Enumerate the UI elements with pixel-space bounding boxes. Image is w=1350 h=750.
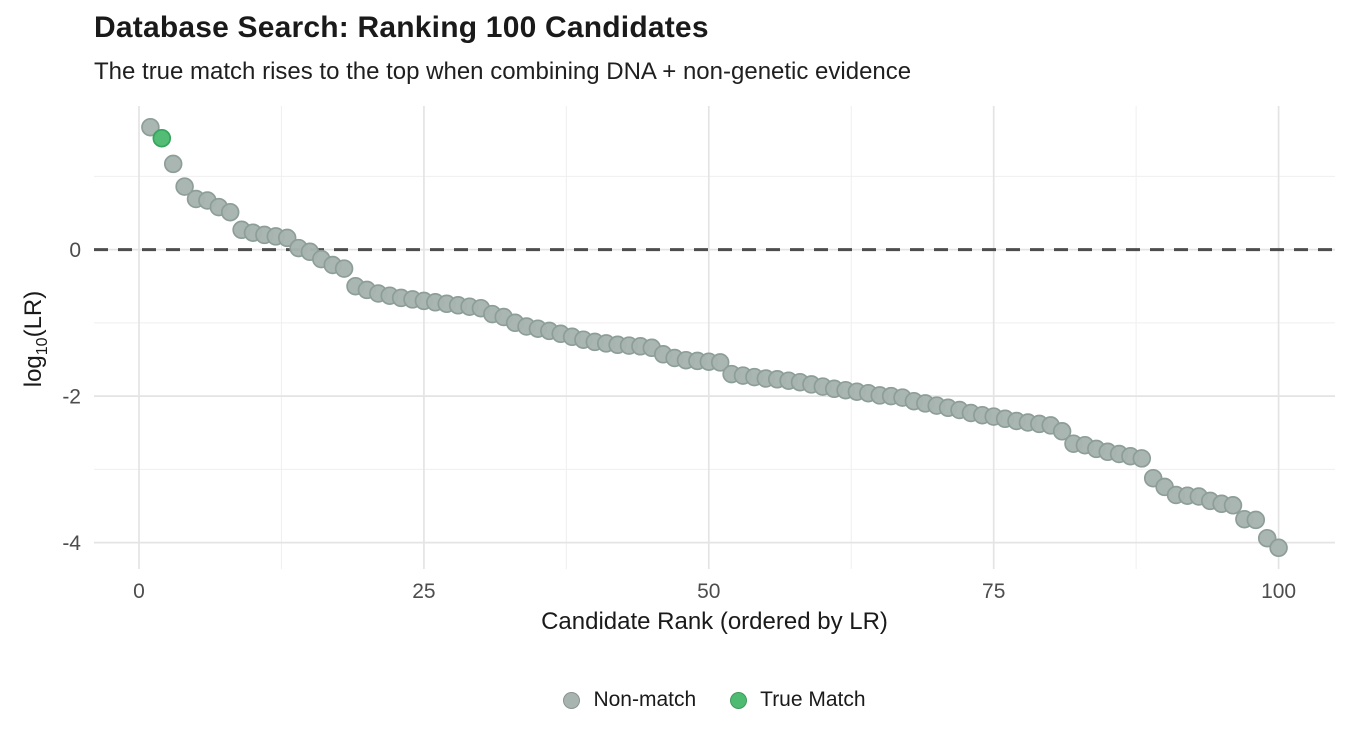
- y-tick-label: 0: [69, 239, 81, 262]
- x-tick-label: 25: [412, 580, 435, 603]
- data-point: [710, 353, 730, 372]
- non-match-swatch-icon: [563, 691, 581, 709]
- x-tick-label: 100: [1261, 580, 1296, 603]
- true-match-swatch-icon: [730, 691, 748, 709]
- legend-label-true-match: True Match: [760, 688, 866, 711]
- data-point: [141, 117, 160, 137]
- legend: Non-match True Match: [94, 688, 1335, 712]
- x-axis-title: Candidate Rank (ordered by LR): [541, 608, 888, 635]
- data-point: [277, 228, 297, 248]
- y-axis-title-subscript: 10: [33, 337, 51, 356]
- chart-subtitle: The true match rises to the top when com…: [94, 58, 912, 85]
- y-axis-title: log10(LR): [17, 224, 51, 454]
- y-tick-label: -4: [62, 532, 81, 555]
- y-axis-title-suffix: (LR): [20, 290, 47, 338]
- data-point: [1269, 538, 1288, 558]
- data-point: [1132, 449, 1152, 468]
- data-point: [1246, 510, 1266, 530]
- legend-label-non-match: Non-match: [593, 688, 697, 711]
- legend-item-true-match: True Match: [730, 688, 866, 712]
- data-point: [1052, 422, 1072, 441]
- data-point: [220, 202, 240, 222]
- true-match-point: [152, 128, 172, 148]
- data-point: [334, 259, 354, 278]
- data-point: [1223, 496, 1243, 515]
- y-axis-title-prefix: log: [20, 355, 47, 388]
- chart-title: Database Search: Ranking 100 Candidates: [94, 11, 709, 44]
- x-tick-label: 0: [133, 580, 145, 603]
- legend-item-non-match: Non-match: [563, 688, 696, 712]
- data-point: [175, 177, 194, 196]
- data-point: [163, 154, 183, 174]
- x-tick-label: 50: [697, 580, 720, 603]
- x-tick-label: 75: [982, 580, 1005, 603]
- y-tick-label: -2: [62, 386, 81, 409]
